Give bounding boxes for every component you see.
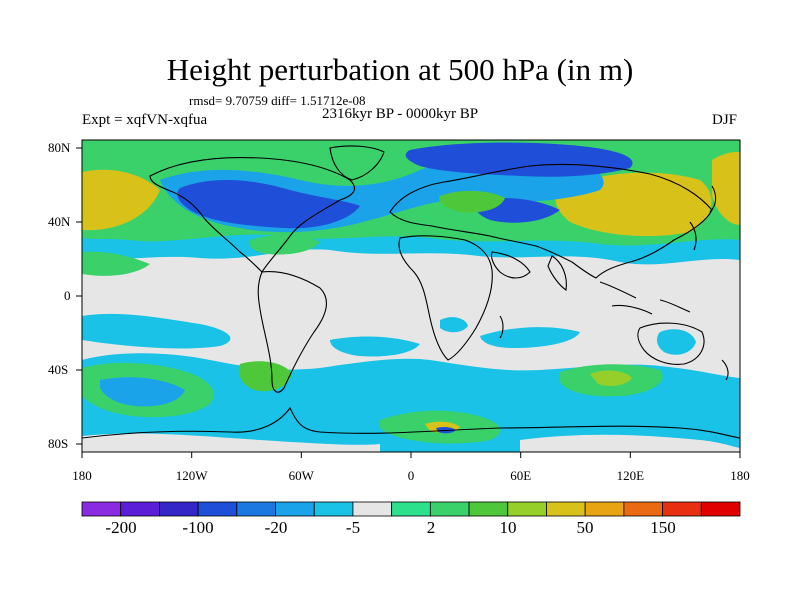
colorbar-label: -20	[264, 518, 288, 537]
colorbar-swatch	[159, 501, 199, 517]
coastlines	[82, 145, 740, 439]
colorbar-swatch	[546, 501, 586, 517]
contour-cyan-australia	[656, 329, 696, 355]
colorbar-swatch	[120, 501, 160, 517]
contour-blue-na	[177, 179, 360, 229]
lat-label-40s: 40S	[48, 362, 69, 377]
contour-yellow-sindian	[590, 370, 632, 386]
colorbar-swatch	[468, 501, 509, 517]
contour-green-atlantic	[439, 190, 505, 213]
lon-label-180w: 180	[72, 468, 92, 483]
colorbar-swatch	[623, 501, 663, 517]
period-text: 2316kyr BP - 0000kyr BP	[322, 106, 479, 122]
colorbar-swatch	[700, 501, 741, 517]
contour-field	[82, 140, 740, 452]
lon-label-120e: 120E	[616, 468, 645, 483]
colorbar-label: 150	[650, 518, 676, 537]
colorbar-swatch	[352, 501, 393, 517]
contour-cyan-africa	[440, 317, 468, 333]
colorbar-label: -5	[345, 518, 361, 537]
colorbar-swatch	[313, 501, 354, 517]
colorbar-swatch	[662, 501, 702, 517]
contour-cyan-indian	[480, 327, 580, 348]
colorbar-swatch	[275, 501, 315, 517]
colorbar	[81, 501, 741, 517]
contour-grey-south-edge-east	[520, 434, 740, 452]
lon-label-0: 0	[407, 468, 415, 483]
colorbar-swatch	[391, 501, 431, 517]
experiment-label: Expt = xqfVN-xqfua	[82, 112, 208, 128]
colorbar-label: -200	[105, 518, 137, 537]
season-label: DJF	[712, 112, 738, 128]
stats-text: rmsd= 9.70759 diff= 1.51712e-08	[189, 93, 366, 108]
colorbar-swatch	[584, 501, 625, 517]
lat-label-80n: 80N	[48, 140, 71, 155]
contour-yellow-pacific-west	[82, 169, 160, 231]
lon-label-120w: 120W	[175, 468, 208, 483]
contour-green-sam	[238, 361, 292, 392]
lat-label-40n: 40N	[48, 214, 71, 229]
colorbar-label: -100	[182, 518, 214, 537]
colorbar-label: 2	[426, 518, 436, 537]
contour-green-wpac	[82, 251, 150, 276]
colorbar-swatch	[507, 501, 547, 517]
contour-blue-south-west	[100, 377, 185, 407]
contour-cyan-tropics-west	[82, 313, 231, 349]
lon-label-60e: 60E	[510, 468, 532, 483]
colorbar-swatch	[236, 501, 276, 517]
contour-grey-south-edge	[82, 433, 380, 452]
contour-yellow-eastpac	[712, 151, 740, 225]
axis-ticks	[76, 147, 741, 458]
colorbar-label: 50	[576, 518, 594, 537]
colorbar-swatch	[197, 501, 238, 517]
contour-cyan-satl	[330, 336, 420, 357]
plot-title: Height perturbation at 500 hPa (in m)	[166, 52, 634, 87]
lon-label-180e: 180	[730, 468, 750, 483]
contour-green-greenland	[170, 141, 382, 169]
contour-blue-arctic	[405, 142, 633, 177]
lat-label-80s: 80S	[48, 436, 69, 451]
colorbar-swatch	[81, 501, 122, 517]
colorbar-label: 10	[499, 518, 517, 537]
lon-label-60w: 60W	[288, 468, 314, 483]
lat-label-0: 0	[64, 288, 71, 303]
contour-green-npac	[248, 234, 320, 255]
colorbar-swatch	[429, 501, 470, 517]
